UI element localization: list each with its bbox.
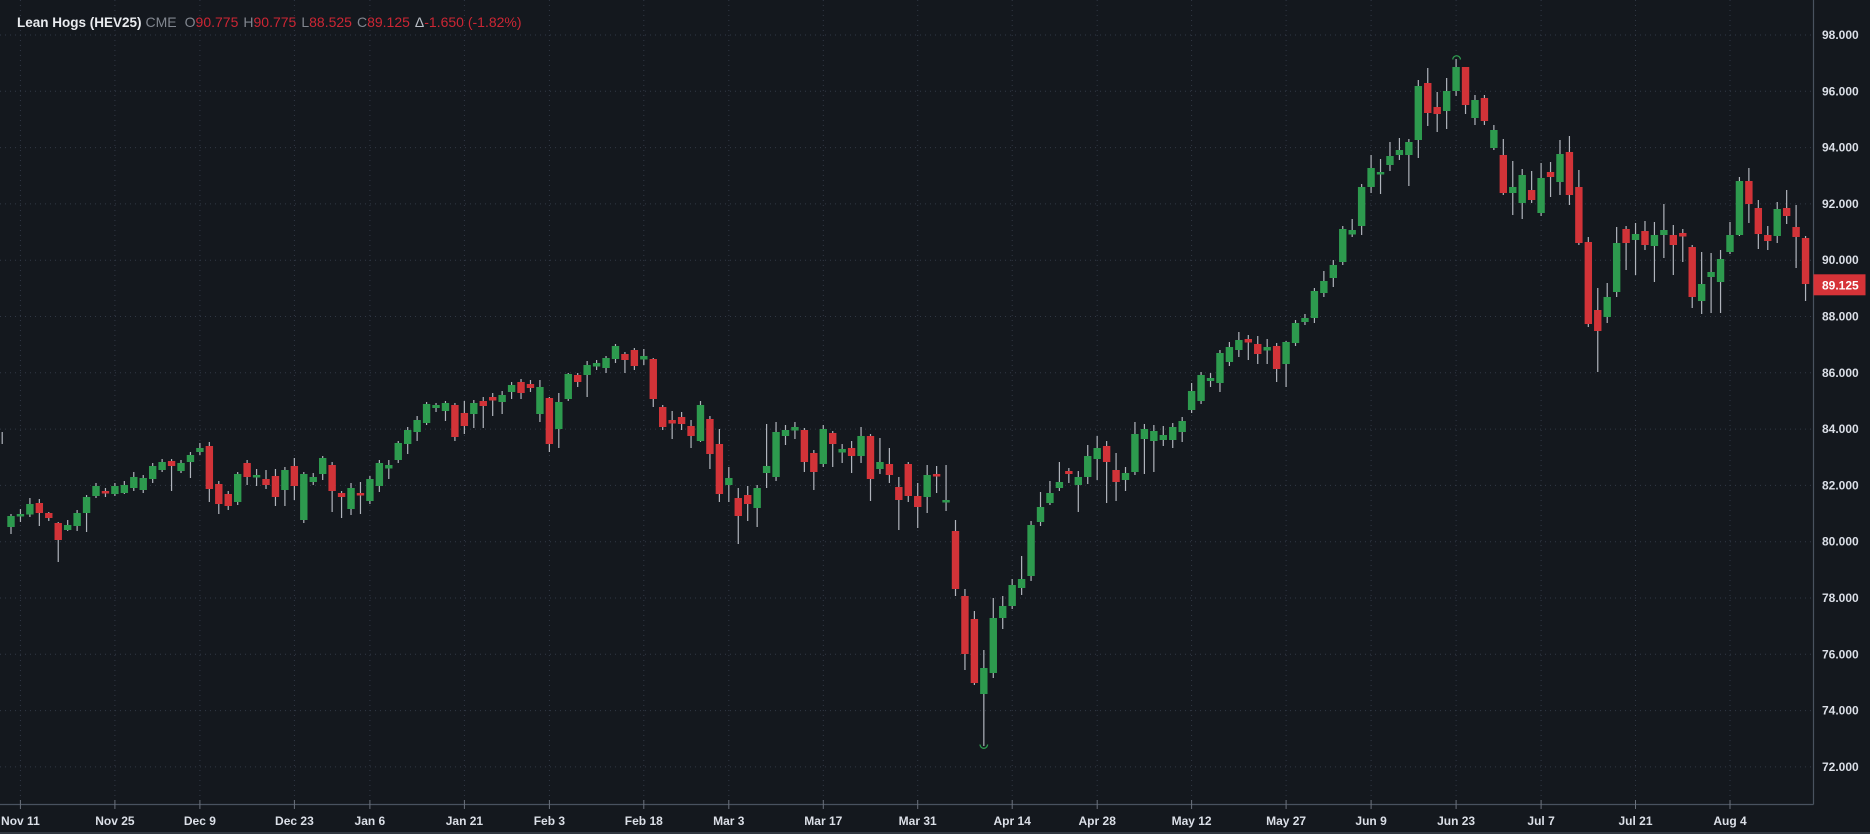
svg-text:Nov 25: Nov 25 (95, 814, 135, 828)
svg-text:Mar 31: Mar 31 (899, 814, 937, 828)
svg-text:Jun 9: Jun 9 (1355, 814, 1387, 828)
svg-text:96.000: 96.000 (1822, 84, 1859, 98)
svg-text:Nov 11: Nov 11 (1, 814, 40, 828)
svg-text:Feb 3: Feb 3 (534, 814, 566, 828)
svg-text:May 12: May 12 (1172, 814, 1212, 828)
svg-text:Feb 18: Feb 18 (625, 814, 663, 828)
svg-text:76.000: 76.000 (1822, 647, 1859, 661)
svg-text:Jan 21: Jan 21 (446, 814, 484, 828)
svg-text:88.000: 88.000 (1822, 310, 1859, 324)
svg-text:92.000: 92.000 (1822, 197, 1859, 211)
svg-text:Aug 4: Aug 4 (1713, 814, 1747, 828)
svg-text:89.125: 89.125 (1822, 278, 1859, 292)
svg-text:74.000: 74.000 (1822, 704, 1859, 718)
svg-text:Jul 7: Jul 7 (1527, 814, 1555, 828)
svg-text:May 27: May 27 (1266, 814, 1306, 828)
svg-text:Jan 6: Jan 6 (355, 814, 386, 828)
svg-text:78.000: 78.000 (1822, 591, 1859, 605)
svg-text:72.000: 72.000 (1822, 760, 1859, 774)
svg-text:Mar 3: Mar 3 (713, 814, 745, 828)
svg-text:94.000: 94.000 (1822, 141, 1859, 155)
svg-text:Jun 23: Jun 23 (1437, 814, 1475, 828)
svg-text:Mar 17: Mar 17 (804, 814, 842, 828)
svg-text:80.000: 80.000 (1822, 535, 1859, 549)
svg-text:98.000: 98.000 (1822, 28, 1859, 42)
svg-text:90.000: 90.000 (1822, 253, 1859, 267)
svg-text:Apr 28: Apr 28 (1079, 814, 1117, 828)
svg-text:Jul 21: Jul 21 (1618, 814, 1652, 828)
svg-text:86.000: 86.000 (1822, 366, 1859, 380)
svg-text:Dec 9: Dec 9 (184, 814, 216, 828)
svg-text:Apr 14: Apr 14 (994, 814, 1032, 828)
svg-text:84.000: 84.000 (1822, 422, 1859, 436)
svg-text:82.000: 82.000 (1822, 478, 1859, 492)
svg-text:Dec 23: Dec 23 (275, 814, 314, 828)
